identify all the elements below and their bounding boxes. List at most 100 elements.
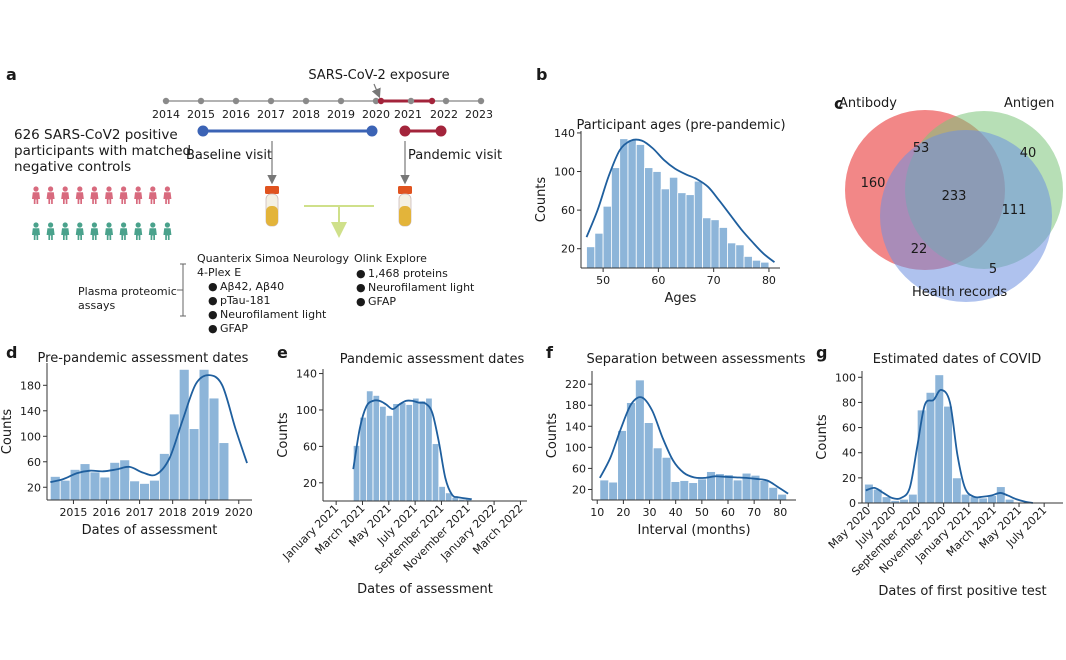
kde-curve — [865, 388, 1033, 504]
person-icon — [134, 222, 143, 240]
histogram-bar — [652, 447, 663, 501]
histogram-bar — [366, 390, 374, 502]
histogram-bar — [727, 242, 737, 269]
chart-title: Pre-pandemic assessment dates — [38, 351, 249, 366]
baseline-start-dot — [197, 125, 209, 137]
y-tick-label: 60 — [303, 440, 317, 453]
olink-title: Olink Explore — [354, 252, 427, 265]
x-axis-label: Ages — [665, 291, 697, 306]
histogram-bar — [723, 474, 734, 501]
histogram-bar — [652, 171, 662, 269]
histogram-bar — [431, 443, 440, 502]
simoa-items: ● Aβ42, Aβ40 ● pTau-181 ● Neurofilament lig… — [208, 280, 327, 335]
y-tick-label: 40 — [842, 447, 856, 460]
tube-icon — [265, 186, 279, 227]
year-label: 2017 — [257, 108, 285, 121]
x-tick-label: 40 — [669, 506, 683, 519]
histogram-bar — [99, 476, 111, 501]
histogram-bar — [1004, 498, 1015, 504]
x-tick-label: 70 — [747, 506, 761, 519]
assays-bracket — [177, 263, 186, 317]
exposure-arrow — [371, 83, 381, 99]
histogram-bar — [218, 442, 230, 501]
baseline-visit-label: Baseline visit — [186, 148, 272, 163]
histogram-bar — [602, 205, 612, 269]
histogram-bar — [619, 138, 629, 269]
venn-count: 22 — [911, 242, 928, 257]
histogram-bar — [718, 227, 728, 269]
year-label: 2014 — [152, 108, 180, 121]
svg-text:pTau-181: pTau-181 — [220, 294, 271, 307]
x-tick-label: 10 — [590, 506, 604, 519]
chart-title: Estimated dates of COVID — [873, 352, 1042, 367]
x-tick-label: 80 — [773, 506, 787, 519]
histogram-bar — [688, 482, 699, 501]
list-item: ● — [208, 280, 218, 293]
panel-letter: e — [277, 343, 288, 362]
x-tick-label: 2015 — [59, 506, 87, 519]
chart-title: Pandemic assessment dates — [340, 352, 525, 367]
svg-text:1,468 proteins: 1,468 proteins — [368, 267, 448, 280]
histogram-bar — [670, 481, 681, 501]
x-tick-label: 2016 — [93, 506, 121, 519]
histogram-bar — [79, 463, 91, 501]
histogram-bar — [405, 404, 413, 502]
list-item: ● — [208, 294, 218, 307]
venn-count: 53 — [913, 141, 930, 156]
y-tick-label: 220 — [565, 378, 586, 391]
histogram-bar — [586, 246, 596, 269]
x-tick-label: 50 — [695, 506, 709, 519]
histogram-bar — [661, 456, 672, 501]
histogram-bar — [677, 192, 687, 269]
histogram-bar — [715, 473, 725, 501]
histogram-bar — [777, 493, 787, 501]
svg-text:Neurofilament light: Neurofilament light — [368, 281, 475, 294]
x-tick-label: 30 — [643, 506, 657, 519]
y-tick-label: 100 — [565, 441, 586, 454]
x-axis-label: Dates of assessment — [82, 523, 218, 538]
y-tick-label: 0 — [849, 497, 856, 510]
cohort-description: 626 SARS-CoV2 positive participants with… — [14, 127, 195, 175]
panel-letter: b — [536, 65, 547, 84]
venn-count: 111 — [1002, 203, 1027, 218]
kde-curve — [599, 396, 789, 495]
histogram-bar — [398, 402, 407, 502]
histogram-bar — [693, 180, 704, 269]
x-axis-label: Dates of first positive test — [878, 584, 1046, 599]
histogram-bar — [702, 217, 712, 269]
histogram-bar — [352, 445, 361, 502]
positive-participants-icons — [32, 186, 172, 204]
histogram-bar — [359, 416, 367, 502]
y-axis-label: Counts — [815, 414, 830, 460]
person-icon — [90, 222, 99, 240]
y-tick-label: 60 — [561, 204, 575, 217]
panel-letter: d — [6, 343, 17, 362]
panel-f-chart: f 20 60 100 140 180 220 10 20 30 40 50 60 70 80 Separat… — [545, 343, 806, 538]
histogram-bar — [679, 480, 690, 501]
y-tick-label: 100 — [296, 404, 317, 417]
histogram-bar — [608, 481, 619, 501]
histogram-bar — [908, 493, 918, 504]
y-tick-label: 140 — [296, 368, 317, 381]
venn-count: 160 — [861, 176, 886, 191]
svg-text:Aβ42, Aβ40: Aβ42, Aβ40 — [220, 280, 284, 293]
histogram-bar — [119, 459, 131, 501]
histogram-bar — [188, 428, 200, 501]
venn-count: 5 — [989, 262, 997, 277]
venn-count: 233 — [942, 189, 967, 204]
histogram-bar — [669, 176, 679, 269]
svg-text:Neurofilament light: Neurofilament light — [220, 308, 327, 321]
histogram-bar — [611, 167, 621, 269]
year-label: 2018 — [292, 108, 320, 121]
year-label: 2021 — [394, 108, 422, 121]
panel-b-chart: b 20 60 100 140 50 60 70 80 Participant ages (pre… — [534, 65, 786, 306]
histogram-bar — [768, 486, 779, 501]
x-tick-label: 20 — [616, 506, 630, 519]
kde-curve — [50, 374, 248, 484]
venn-label-health-records: Health records — [912, 285, 1007, 300]
simoa-title: Quanterix Simoa Neurology 4-Plex E — [197, 252, 353, 279]
person-icon — [46, 186, 55, 204]
y-axis-label: Counts — [534, 177, 549, 223]
